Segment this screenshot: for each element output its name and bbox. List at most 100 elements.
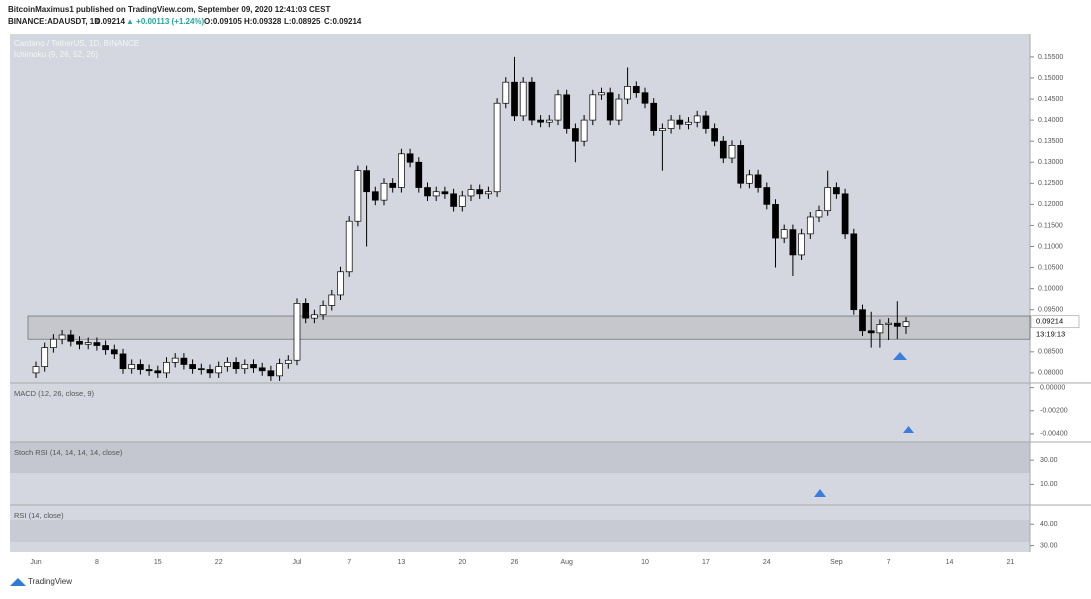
- x-tick-label: 8: [95, 559, 99, 566]
- candle-body: [545, 119, 553, 123]
- y-tick-label: 0.10500: [1038, 264, 1063, 271]
- candle-body: [502, 81, 510, 104]
- x-tick-label: Sep: [830, 559, 843, 566]
- panel-title: RSI (14, close): [14, 511, 64, 520]
- candle-body: [128, 364, 136, 370]
- candle-body: [711, 128, 718, 142]
- candle-body: [606, 92, 614, 121]
- candle-body: [84, 342, 92, 345]
- candle-body: [432, 191, 440, 197]
- footer-brand: TradingView: [28, 577, 72, 586]
- candle-body: [833, 187, 840, 195]
- candle-body: [102, 345, 109, 351]
- open: O:0.09105: [204, 17, 242, 26]
- candle-body: [293, 303, 301, 361]
- y-tick-label: 0.00000: [1040, 384, 1065, 391]
- candle-body: [867, 330, 875, 334]
- candle-body: [728, 145, 736, 159]
- candle-body: [163, 362, 170, 374]
- candle-body: [145, 369, 153, 372]
- candle-body: [180, 357, 188, 365]
- y-tick-label: 30.00: [1040, 457, 1058, 464]
- panel-title: MACD (12, 26, close, 9): [14, 389, 95, 398]
- y-tick-label: -0.00400: [1040, 431, 1068, 438]
- candle-body: [693, 115, 701, 123]
- candle-body: [485, 191, 492, 195]
- y-tick-label: 0.08500: [1038, 349, 1063, 356]
- x-tick-label: Jul: [293, 559, 302, 566]
- candle-body: [589, 94, 597, 121]
- y-tick-label: 0.11500: [1038, 222, 1063, 229]
- tradingview-logo: [10, 578, 26, 586]
- signal-arrow: [814, 489, 826, 497]
- candle-body: [224, 362, 231, 367]
- x-tick-label: Jun: [30, 559, 41, 566]
- candle-body: [398, 153, 405, 188]
- support-zone: [27, 315, 1031, 340]
- candle-body: [380, 182, 388, 201]
- y-tick-label: 0.14500: [1038, 96, 1063, 103]
- candle-body: [406, 153, 414, 163]
- x-tick-label: 22: [215, 559, 223, 566]
- price-change: ▲ +0.00113 (+1.24%): [126, 17, 205, 26]
- y-tick-label: 0.13500: [1038, 138, 1063, 145]
- candle-body: [215, 366, 223, 374]
- x-tick-label: 10: [641, 559, 649, 566]
- candle-body: [824, 187, 832, 212]
- rsi-band: [10, 520, 1030, 542]
- candle-body: [41, 347, 49, 367]
- candle-body: [441, 191, 449, 195]
- candle-body: [197, 368, 205, 371]
- candle-body: [232, 362, 240, 370]
- y-tick-label: 0.09500: [1038, 307, 1063, 314]
- candle-body: [450, 193, 457, 207]
- candle-body: [719, 140, 727, 159]
- candle-body: [284, 359, 292, 364]
- candle-body: [806, 216, 814, 235]
- chart-title: Cardano / TetherUS, 1D, BINANCE: [14, 39, 139, 48]
- candle-body: [737, 145, 745, 184]
- x-tick-label: 13: [398, 559, 406, 566]
- candle-body: [276, 363, 283, 377]
- candle-body: [876, 324, 884, 334]
- candle-body: [171, 357, 179, 363]
- high: H:0.09328: [244, 17, 282, 26]
- y-tick-label: 0.15000: [1038, 75, 1063, 82]
- candle-body: [424, 187, 431, 197]
- candle-body: [32, 366, 40, 374]
- y-tick-label: 0.08000: [1038, 370, 1063, 377]
- x-tick-label: 17: [702, 559, 710, 566]
- x-tick-label: 7: [347, 559, 351, 566]
- candle-body: [458, 195, 466, 207]
- candle-body: [580, 119, 588, 142]
- x-tick-label: 24: [763, 559, 771, 566]
- candle-body: [58, 334, 66, 340]
- y-tick-label: 0.12000: [1038, 201, 1063, 208]
- candle-body: [650, 102, 658, 131]
- candle-body: [798, 233, 805, 256]
- candle-body: [363, 170, 370, 193]
- candle-body: [241, 364, 249, 370]
- candle-body: [206, 369, 214, 374]
- candle-body: [371, 191, 379, 201]
- y-tick-label: 0.10000: [1038, 285, 1063, 292]
- x-tick-label: Aug: [560, 559, 573, 566]
- y-tick-label: 40.00: [1040, 521, 1058, 528]
- candle-body: [702, 115, 710, 129]
- candle-body: [624, 86, 631, 100]
- candle-body: [754, 174, 762, 188]
- candle-body: [189, 364, 196, 370]
- candle-body: [302, 303, 310, 319]
- candle-body: [154, 370, 162, 374]
- candle-body: [598, 92, 605, 96]
- candle-body: [789, 229, 797, 256]
- x-tick-label: 21: [1007, 559, 1015, 566]
- candle-body: [893, 322, 901, 327]
- candle-body: [850, 233, 858, 311]
- candle-body: [519, 81, 527, 117]
- countdown: 13:19:13: [1036, 330, 1065, 339]
- candle-body: [632, 86, 640, 94]
- candle-body: [685, 121, 692, 125]
- candle-body: [345, 220, 353, 273]
